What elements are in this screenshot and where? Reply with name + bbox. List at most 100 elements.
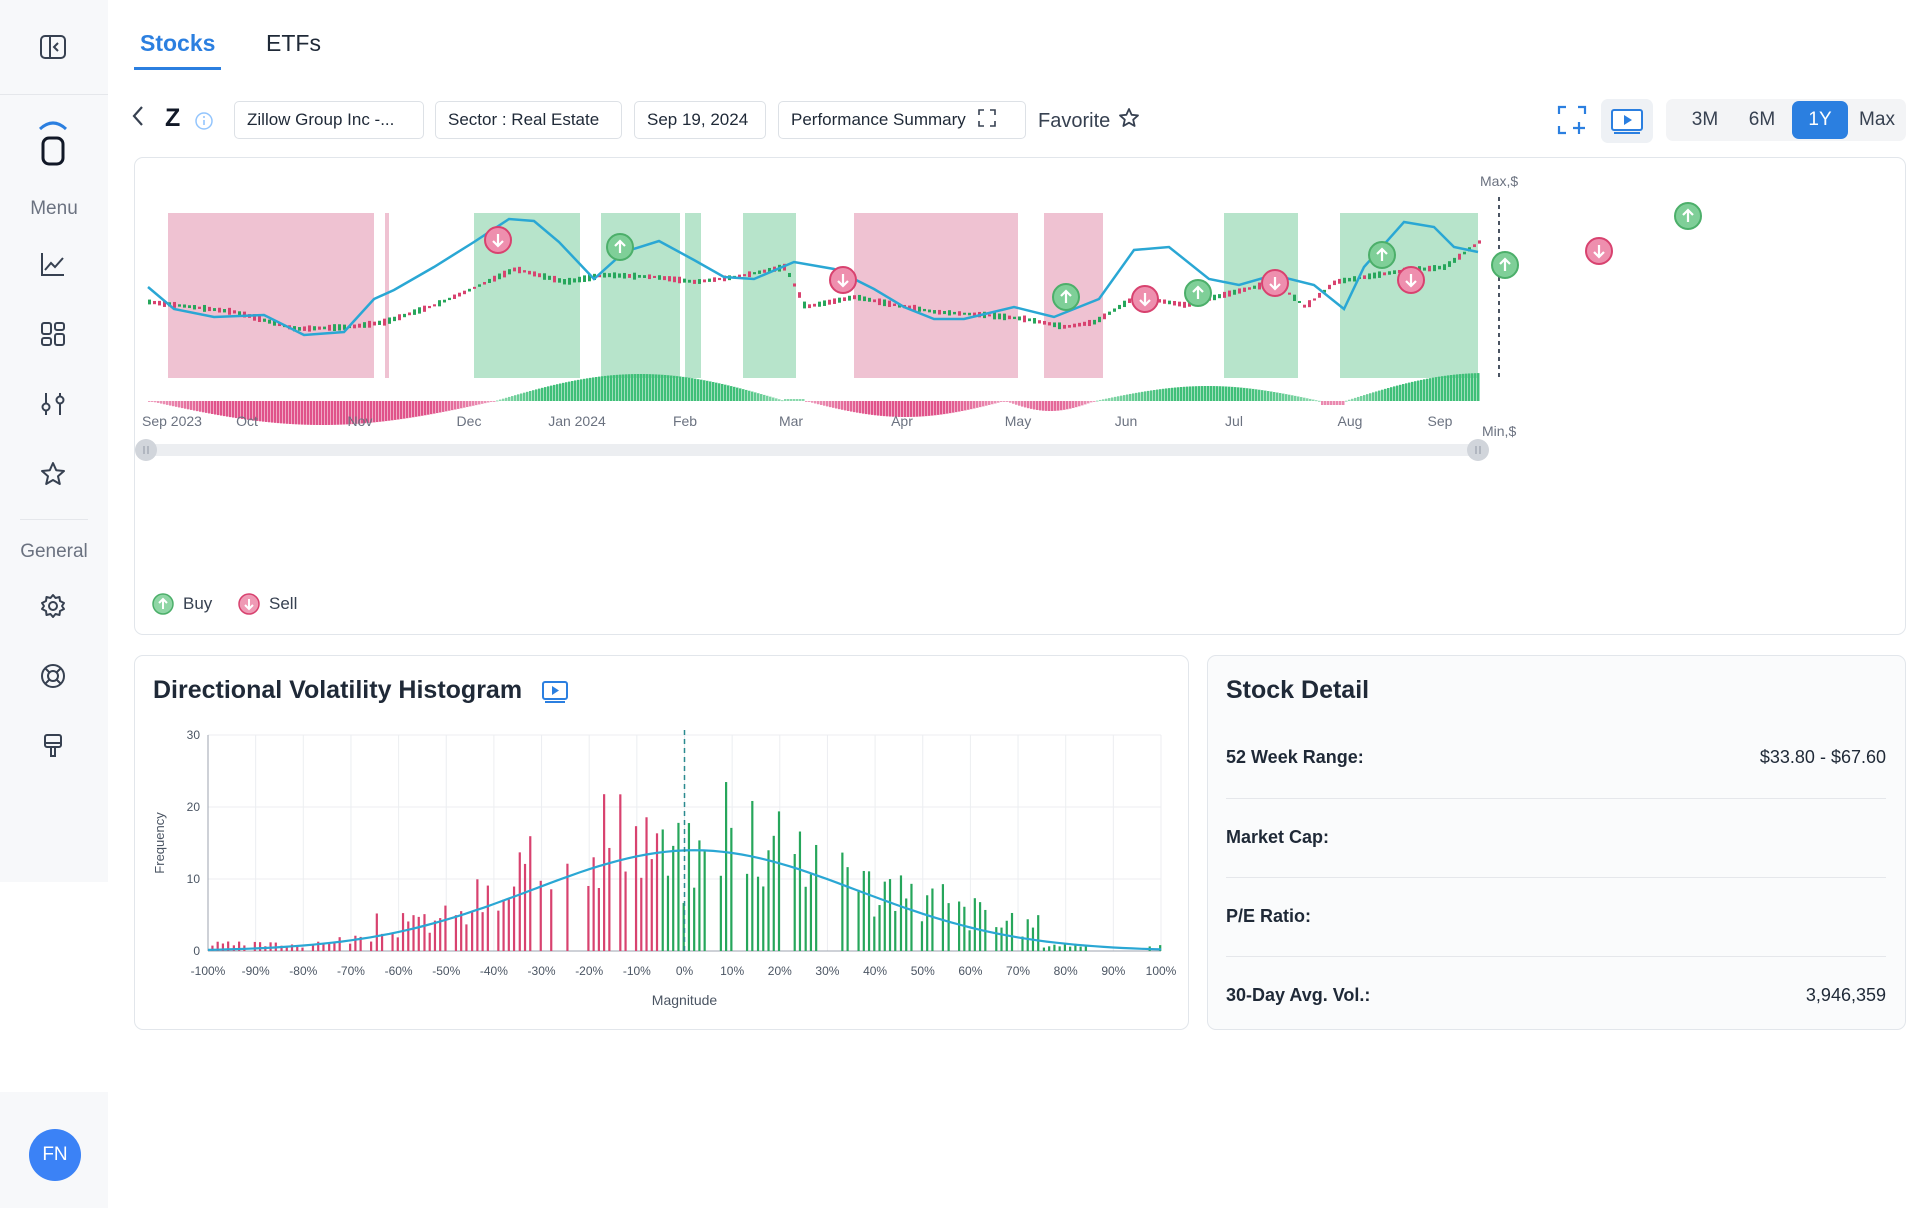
buy-signal-marker: [1184, 279, 1212, 307]
candle: [738, 274, 741, 278]
panel-collapse-icon[interactable]: [36, 30, 70, 64]
oscillator-bar: [1336, 401, 1339, 405]
histogram-bar: [290, 944, 294, 951]
legend-sell[interactable]: Sell: [238, 593, 297, 615]
oscillator-bar: [343, 401, 346, 425]
ticker-symbol: Z: [165, 104, 181, 132]
info-icon[interactable]: [194, 111, 214, 136]
candle: [1043, 320, 1046, 325]
performance-summary-button[interactable]: Performance Summary: [778, 101, 1026, 139]
oscillator-bar: [736, 387, 739, 401]
oscillator-bar: [430, 401, 433, 415]
range-1y-button[interactable]: 1Y: [1792, 101, 1848, 139]
price-chart[interactable]: Max,$ Min,$ Sep 2023 Oct Nov Dec Jan 2024 Feb Ma…: [134, 157, 1906, 635]
oscillator-bar: [1273, 392, 1276, 401]
oscillator-bar: [655, 374, 658, 401]
candle: [148, 299, 151, 305]
x-tick-label: -70%: [337, 964, 365, 978]
sliders-icon[interactable]: [36, 387, 70, 421]
candle: [533, 271, 536, 277]
candle: [668, 276, 671, 282]
month-label: Sep 2023: [142, 413, 202, 429]
video-tutorial-button[interactable]: [1601, 99, 1653, 143]
back-chevron-icon[interactable]: [130, 104, 146, 135]
gear-icon[interactable]: [36, 589, 70, 623]
oscillator-bar: [235, 401, 238, 419]
oscillator-bar: [1111, 397, 1114, 401]
support-lifebuoy-icon[interactable]: [36, 659, 70, 693]
y-axis-label: Frequency: [152, 812, 167, 874]
sector-pill[interactable]: Sector : Real Estate: [435, 101, 622, 139]
candle: [1243, 287, 1246, 292]
candle: [1478, 240, 1481, 244]
dashboard-grid-icon[interactable]: [36, 317, 70, 351]
oscillator-bar: [1132, 393, 1135, 401]
candle: [483, 281, 486, 285]
oscillator-bar: [1321, 401, 1324, 405]
chart-line-icon[interactable]: [36, 247, 70, 281]
logo-icon: [36, 115, 70, 167]
legend-buy[interactable]: Buy: [152, 593, 212, 615]
oscillator-bar: [832, 401, 835, 408]
range-slider-end-handle[interactable]: [1467, 439, 1489, 461]
histogram-bar: [375, 913, 378, 951]
oscillator-bar: [1342, 401, 1345, 405]
range-6m-button[interactable]: 6M: [1748, 109, 1776, 130]
x-tick-label: -40%: [480, 964, 508, 978]
favorite-button[interactable]: Favorite: [1038, 107, 1140, 135]
candle: [263, 318, 266, 322]
x-tick-label: -30%: [528, 964, 556, 978]
range-slider-track: [146, 444, 1478, 456]
company-name-pill[interactable]: Zillow Group Inc -...: [234, 101, 424, 139]
oscillator-bar: [1354, 397, 1357, 401]
candle: [1238, 288, 1241, 294]
candle: [833, 298, 836, 304]
candle: [588, 274, 591, 282]
range-3m-button[interactable]: 3M: [1691, 109, 1719, 130]
oscillator-bar: [700, 379, 703, 401]
oscillator-bar: [529, 391, 532, 401]
oscillator-bar: [1192, 386, 1195, 401]
oscillator-bar: [1057, 401, 1060, 411]
screenshot-add-icon[interactable]: [1557, 105, 1587, 140]
oscillator-bar: [586, 378, 589, 401]
candle: [293, 326, 296, 332]
range-slider-start-handle[interactable]: [135, 439, 157, 461]
oscillator-bar: [1282, 393, 1285, 401]
oscillator-bar: [322, 401, 325, 425]
video-icon[interactable]: [541, 680, 569, 709]
candle: [1013, 316, 1016, 320]
oscillator-bar: [931, 401, 934, 416]
oscillator-bar: [1405, 383, 1408, 401]
oscillator-bar: [955, 401, 958, 413]
candle: [1123, 300, 1126, 308]
oscillator-bar: [709, 381, 712, 401]
brush-icon[interactable]: [36, 729, 70, 763]
tab-etfs[interactable]: ETFs: [266, 30, 321, 56]
oscillator-bar: [1357, 396, 1360, 401]
candle: [918, 306, 921, 312]
candle: [888, 300, 891, 307]
volatility-oscillator: [148, 373, 1480, 425]
date-pill[interactable]: Sep 19, 2024: [634, 101, 766, 139]
oscillator-bar: [1222, 386, 1225, 401]
oscillator-bar: [448, 401, 451, 411]
range-max-button[interactable]: Max: [1859, 109, 1895, 130]
slider-grip-icon: [143, 446, 149, 454]
oscillator-bar: [1210, 386, 1213, 401]
oscillator-bar: [550, 385, 553, 401]
candle: [693, 279, 696, 284]
histogram-bar: [655, 833, 659, 951]
tab-stocks[interactable]: Stocks: [140, 30, 216, 56]
oscillator-bar: [985, 401, 988, 406]
oscillator-bar: [454, 401, 457, 410]
candle: [503, 270, 506, 278]
star-icon[interactable]: [36, 457, 70, 491]
oscillator-bar: [379, 401, 382, 422]
oscillator-bar: [1087, 401, 1090, 404]
oscillator-bar: [1384, 388, 1387, 401]
avatar[interactable]: FN: [29, 1129, 81, 1181]
oscillator-bar: [565, 382, 568, 401]
x-tick-label: 20%: [768, 964, 792, 978]
oscillator-bar: [649, 374, 652, 401]
